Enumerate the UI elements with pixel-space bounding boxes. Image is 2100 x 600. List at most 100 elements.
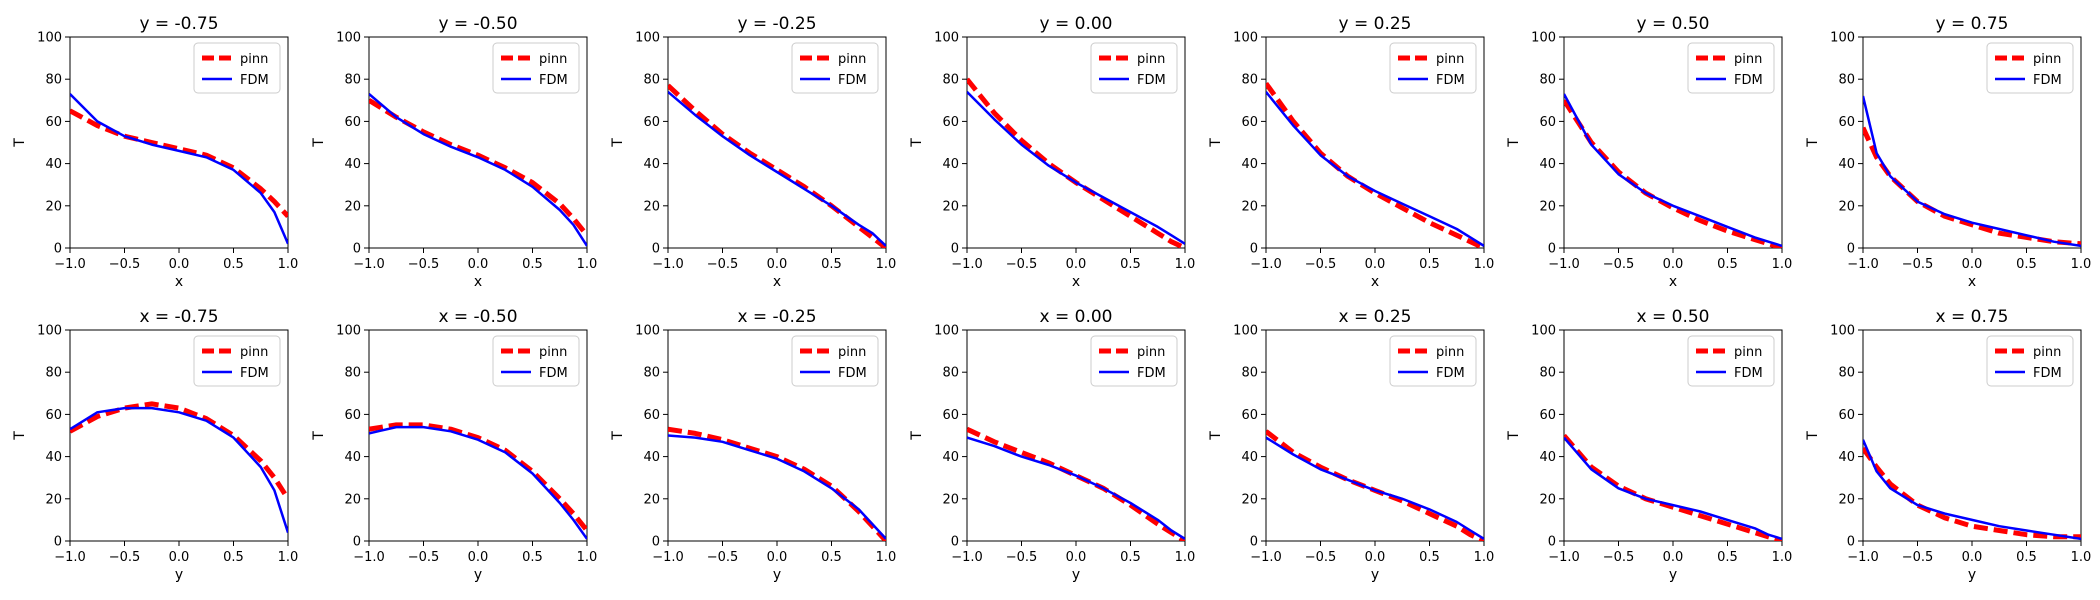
y-tick-label: 100 xyxy=(1531,324,1556,339)
y-tick-label: 40 xyxy=(643,450,660,465)
y-tick-label: 80 xyxy=(643,73,660,88)
y-tick-label: 20 xyxy=(1539,199,1556,214)
x-tick-label: 1.0 xyxy=(1175,550,1196,565)
x-tick-label: −0.5 xyxy=(1006,257,1038,272)
y-tick-label: 60 xyxy=(643,408,660,423)
x-tick-label: −0.5 xyxy=(707,550,739,565)
fdm-series-line xyxy=(1564,436,1782,541)
legend-pinn-label: pinn xyxy=(1137,345,1165,360)
y-tick-label: 0 xyxy=(1847,535,1855,550)
y-axis-label: T xyxy=(1208,138,1224,148)
pinn-series-line xyxy=(668,426,886,541)
y-tick-label: 100 xyxy=(1830,324,1855,339)
x-axis-label: x xyxy=(1669,274,1677,290)
legend-box xyxy=(1687,335,1775,387)
y-tick-label: 40 xyxy=(1539,157,1556,172)
subplot: −1.0 −0.5 0.0 0.5 1.0 0 20 40 60 80 100 y Tx = 0.00 p… xyxy=(909,307,1195,583)
x-tick-label: 0.0 xyxy=(1365,257,1386,272)
subplot: −1.0 −0.5 0.0 0.5 1.0 0 20 40 60 80 100 y Tx = -0.75… xyxy=(12,307,298,583)
subplot: −1.0 −0.5 0.0 0.5 1.0 0 20 40 60 80 100 y Tx = 0.75 p… xyxy=(1805,307,2091,583)
fdm-series-line xyxy=(70,406,288,533)
x-axis-label: y xyxy=(1968,567,1976,583)
x-tick-label: −1.0 xyxy=(1250,257,1282,272)
y-tick-label: 0 xyxy=(1250,242,1258,257)
subplot-title: y = 0.25 xyxy=(1339,14,1412,34)
x-tick-label: 0.5 xyxy=(522,550,543,565)
subplot-title: x = 0.50 xyxy=(1637,307,1710,327)
legend-fdm-label: FDM xyxy=(2033,73,2062,88)
y-tick-label: 100 xyxy=(635,31,660,46)
y-tick-label: 80 xyxy=(1838,366,1855,381)
y-tick-label: 100 xyxy=(37,31,62,46)
subplot-title: x = 0.75 xyxy=(1936,307,2009,327)
x-tick-label: 0.5 xyxy=(2016,257,2037,272)
y-tick-label: 100 xyxy=(1830,31,1855,46)
x-tick-label: −1.0 xyxy=(951,550,983,565)
legend-pinn-label: pinn xyxy=(838,52,866,67)
legend-fdm-label: FDM xyxy=(838,366,867,381)
legend-fdm-label: FDM xyxy=(1436,73,1465,88)
x-tick-label: −0.5 xyxy=(1902,550,1934,565)
x-tick-label: 1.0 xyxy=(1772,550,1793,565)
x-axis-label: x xyxy=(1968,274,1976,290)
y-tick-label: 80 xyxy=(45,366,62,381)
legend-pinn-label: pinn xyxy=(2033,52,2061,67)
subplot: −1.0 −0.5 0.0 0.5 1.0 0 20 40 60 80 100 x Ty = 0.25 p… xyxy=(1208,14,1494,290)
subplot-title: y = 0.75 xyxy=(1936,14,2009,34)
x-tick-label: 0.0 xyxy=(1962,550,1983,565)
fdm-series-line xyxy=(967,91,1185,245)
x-tick-label: 0.5 xyxy=(1717,550,1738,565)
x-tick-label: 1.0 xyxy=(876,257,897,272)
y-tick-label: 20 xyxy=(942,492,959,507)
y-tick-label: 80 xyxy=(45,73,62,88)
x-axis-label: y xyxy=(1072,567,1080,583)
x-tick-label: −1.0 xyxy=(54,550,86,565)
x-tick-label: 1.0 xyxy=(2071,257,2092,272)
x-tick-label: 0.0 xyxy=(1663,550,1684,565)
x-tick-label: 1.0 xyxy=(1474,550,1495,565)
y-tick-label: 20 xyxy=(1539,492,1556,507)
x-tick-label: 0.5 xyxy=(223,257,244,272)
y-tick-label: 80 xyxy=(643,366,660,381)
y-tick-label: 20 xyxy=(1241,492,1258,507)
pinn-series-line xyxy=(1564,98,1782,248)
fdm-series-line xyxy=(1266,436,1484,540)
x-tick-label: 0.5 xyxy=(1419,550,1440,565)
pinn-series-line xyxy=(1564,433,1782,541)
y-tick-label: 60 xyxy=(344,408,361,423)
x-tick-label: 0.5 xyxy=(1120,550,1141,565)
x-tick-label: 0.0 xyxy=(1066,257,1087,272)
y-tick-label: 60 xyxy=(1539,408,1556,423)
y-tick-label: 60 xyxy=(942,408,959,423)
x-tick-label: −0.5 xyxy=(1305,257,1337,272)
x-axis-label: y xyxy=(474,567,482,583)
x-tick-label: 0.0 xyxy=(767,257,788,272)
y-axis-label: T xyxy=(909,431,925,441)
y-tick-label: 0 xyxy=(951,242,959,257)
x-tick-label: 0.0 xyxy=(767,550,788,565)
y-tick-label: 100 xyxy=(37,324,62,339)
subplot: −1.0 −0.5 0.0 0.5 1.0 0 20 40 60 80 100 y Tx = 0.50 p… xyxy=(1506,307,1792,583)
subplot-title: x = 0.25 xyxy=(1339,307,1412,327)
x-tick-label: 0.0 xyxy=(1663,257,1684,272)
subplot-title: y = -0.75 xyxy=(139,14,218,34)
legend-box xyxy=(492,42,580,94)
x-tick-label: 1.0 xyxy=(2071,550,2092,565)
legend-fdm-label: FDM xyxy=(2033,366,2062,381)
y-tick-label: 100 xyxy=(336,31,361,46)
legend-box xyxy=(1389,335,1477,387)
y-axis-label: T xyxy=(311,138,327,148)
x-axis-label: y xyxy=(175,567,183,583)
x-tick-label: 0.0 xyxy=(1365,550,1386,565)
fdm-series-line xyxy=(967,436,1185,540)
y-tick-label: 40 xyxy=(1838,450,1855,465)
x-tick-label: 1.0 xyxy=(278,550,299,565)
subplot: −1.0 −0.5 0.0 0.5 1.0 0 20 40 60 80 100 x Ty = -0.50… xyxy=(311,14,597,290)
legend-pinn-label: pinn xyxy=(240,52,268,67)
x-tick-label: 0.0 xyxy=(169,257,190,272)
pinn-series-line xyxy=(1863,446,2081,540)
y-tick-label: 0 xyxy=(652,242,660,257)
subplot-title: x = -0.25 xyxy=(737,307,816,327)
x-tick-label: −1.0 xyxy=(1847,550,1879,565)
